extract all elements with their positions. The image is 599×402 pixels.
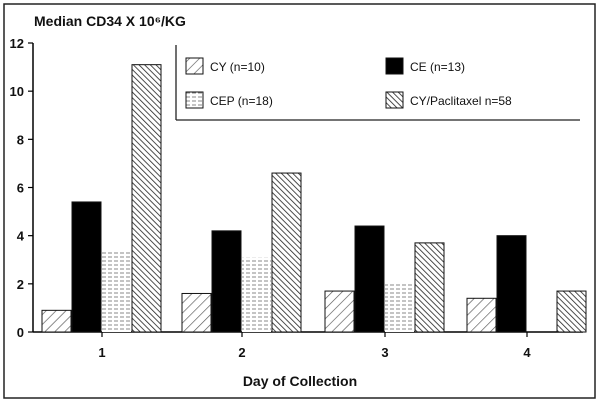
bar	[211, 230, 242, 333]
legend-swatch	[385, 57, 404, 75]
bar	[556, 290, 587, 333]
bar	[496, 235, 527, 333]
x-tick-label: 1	[98, 345, 105, 360]
bar	[385, 283, 414, 332]
x-tick-label: 3	[381, 345, 388, 360]
x-axis-title: Day of Collection	[243, 373, 357, 389]
legend-label: CY (n=10)	[210, 60, 265, 74]
bar	[271, 172, 302, 333]
bar	[324, 290, 355, 333]
legend-swatch	[385, 91, 404, 109]
x-tick-label: 2	[238, 345, 245, 360]
y-tick-label: 4	[17, 229, 25, 244]
bar	[71, 201, 102, 333]
y-tick-label: 2	[17, 277, 24, 292]
bar	[242, 257, 271, 332]
bar	[41, 309, 72, 333]
y-tick-label: 0	[17, 325, 24, 340]
bar	[102, 250, 131, 332]
legend-label: CY/Paclitaxel n=58	[410, 94, 512, 108]
x-tick-label: 4	[523, 345, 531, 360]
bar	[414, 242, 445, 333]
legend-swatch	[185, 91, 204, 109]
legend-label: CEP (n=18)	[210, 94, 273, 108]
y-tick-label: 6	[17, 181, 24, 196]
bar	[131, 64, 162, 333]
bar	[354, 225, 385, 333]
bar	[181, 292, 212, 333]
chart-title: Median CD34 X 10⁶/KG	[34, 13, 186, 29]
bar	[466, 297, 497, 333]
legend-swatch	[185, 57, 204, 75]
legend-label: CE (n=13)	[410, 60, 465, 74]
legend: CY (n=10) CE (n=13) CEP (n=18) CY/Paclitaxe…	[175, 45, 580, 121]
y-tick-label: 10	[10, 84, 24, 99]
y-tick-label: 8	[17, 132, 24, 147]
y-tick-label: 12	[10, 36, 24, 51]
